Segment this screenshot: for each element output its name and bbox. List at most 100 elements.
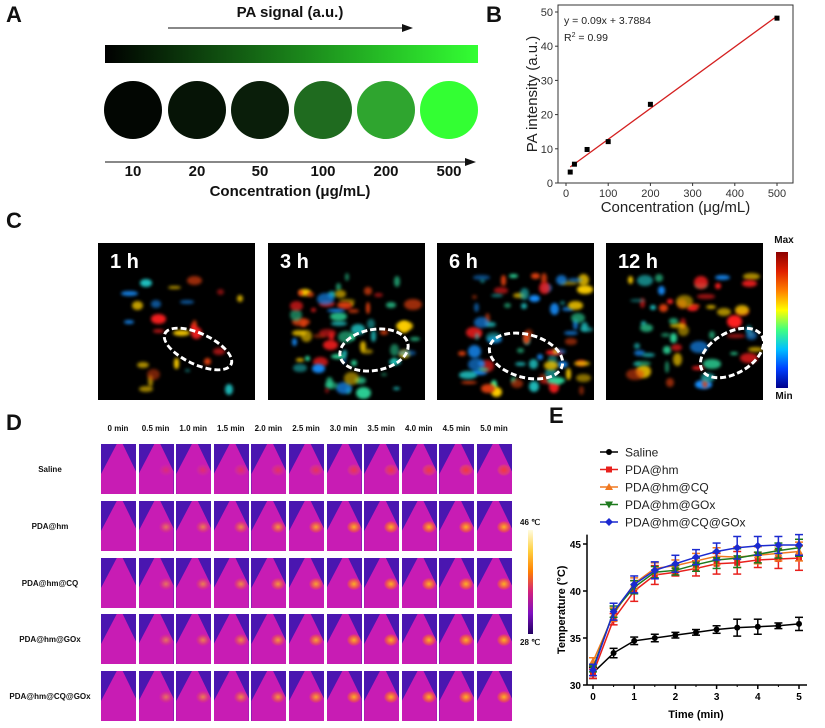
y-axis-label: PA intensity (a.u.) (524, 36, 541, 152)
signal-spot (185, 368, 191, 372)
signal-spot (580, 326, 594, 333)
marker-diamond (589, 665, 597, 674)
signal-spot (361, 349, 374, 355)
signal-spot (670, 333, 677, 343)
mouse-body-thermal (101, 501, 136, 551)
signal-spot (715, 274, 730, 280)
thermal-colorbar (528, 530, 533, 634)
signal-spot (748, 346, 763, 352)
x-tick-label: 1 (631, 692, 637, 703)
x-tick-label: 0 (590, 692, 596, 703)
tumor-hotspot (233, 634, 248, 646)
signal-spot (324, 387, 330, 393)
signal-spot (500, 275, 507, 286)
thermal-image (364, 614, 400, 664)
concentration-label: 20 (188, 163, 206, 180)
tumor-hotspot (421, 634, 436, 646)
tumor-hotspot (497, 691, 511, 703)
tumor-hotspot (384, 521, 399, 533)
thermal-image (326, 671, 362, 721)
phantom-circle-200 (357, 81, 415, 139)
signal-spot (640, 298, 645, 308)
signal-spot (567, 278, 582, 282)
thermal-image (477, 614, 512, 664)
thermal-image (289, 671, 324, 721)
signal-spot (365, 301, 370, 315)
signal-spot (552, 349, 559, 355)
signal-spot (557, 360, 569, 368)
thermal-image (326, 558, 362, 608)
signal-spot (404, 299, 422, 311)
signal-spot (547, 354, 558, 366)
signal-spot (573, 360, 591, 366)
signal-spot (516, 348, 525, 353)
pa-image-6h: 6 h (437, 243, 594, 400)
time-column-header: 1.5 min (217, 424, 245, 433)
tumor-hotspot (421, 464, 436, 476)
signal-spot (329, 311, 348, 321)
x-axis-label: Concentration (μg/mL) (601, 199, 751, 215)
panel-label-c: C (6, 208, 22, 233)
signal-spot (370, 330, 377, 343)
signal-spot (669, 323, 686, 328)
signal-spot (312, 363, 326, 374)
signal-spot (475, 333, 480, 340)
time-column-header: 0 min (107, 424, 129, 433)
signal-spot (351, 360, 357, 367)
signal-spot (577, 273, 589, 286)
thermal-image (138, 671, 174, 721)
time-column-header: 2.5 min (292, 424, 320, 433)
signal-spot (311, 307, 317, 312)
signal-spot (139, 386, 153, 393)
tumor-hotspot (346, 464, 361, 476)
signal-spot (703, 359, 721, 369)
signal-spot (745, 331, 757, 341)
marker-circle (651, 635, 658, 641)
sample-row-label: Saline (38, 465, 62, 474)
thermal-image (176, 444, 212, 494)
signal-spot (686, 305, 699, 312)
tumor-hotspot (309, 691, 323, 703)
signal-spot (203, 357, 211, 365)
signal-spot (293, 363, 307, 373)
x-tick-label: 0 (563, 188, 569, 200)
signal-spot (550, 303, 560, 315)
x-tick-label: 5 (796, 692, 802, 703)
signal-spot (316, 293, 335, 306)
signal-spot (485, 331, 502, 343)
signal-spot (174, 357, 179, 369)
data-point (571, 161, 577, 167)
thermal-image (101, 614, 136, 664)
tumor-hotspot (271, 521, 286, 533)
tumor-hotspot (384, 634, 399, 646)
signal-spot (654, 273, 664, 282)
marker-diamond (733, 543, 742, 552)
thermal-image (401, 671, 437, 721)
timepoint-label: 6 h (449, 251, 478, 273)
signal-spot (528, 359, 538, 370)
tumor-hotspot (459, 634, 474, 646)
signal-spot (485, 321, 496, 328)
pa-signal-label: PA signal (a.u.) (236, 4, 344, 21)
thermal-image (101, 671, 136, 721)
signal-spot (478, 368, 489, 372)
time-column-header: 0.5 min (141, 424, 170, 433)
signal-spot (503, 302, 511, 308)
signal-spot (626, 368, 644, 381)
tumor-hotspot (384, 578, 399, 590)
legend-item: PDA@hm@CQ (600, 481, 709, 495)
signal-spot (660, 333, 671, 338)
thermal-image (213, 614, 249, 664)
tumor-hotspot (497, 464, 511, 476)
signal-spot (300, 320, 307, 327)
marker-diamond (605, 518, 613, 526)
signal-spot (658, 304, 668, 313)
signal-spot (493, 287, 509, 294)
signal-spot (740, 352, 759, 364)
tumor-hotspot (233, 691, 248, 703)
marker-circle (672, 632, 679, 639)
signal-spot (567, 301, 584, 310)
signal-spot (172, 330, 191, 337)
signal-spot (331, 320, 347, 326)
